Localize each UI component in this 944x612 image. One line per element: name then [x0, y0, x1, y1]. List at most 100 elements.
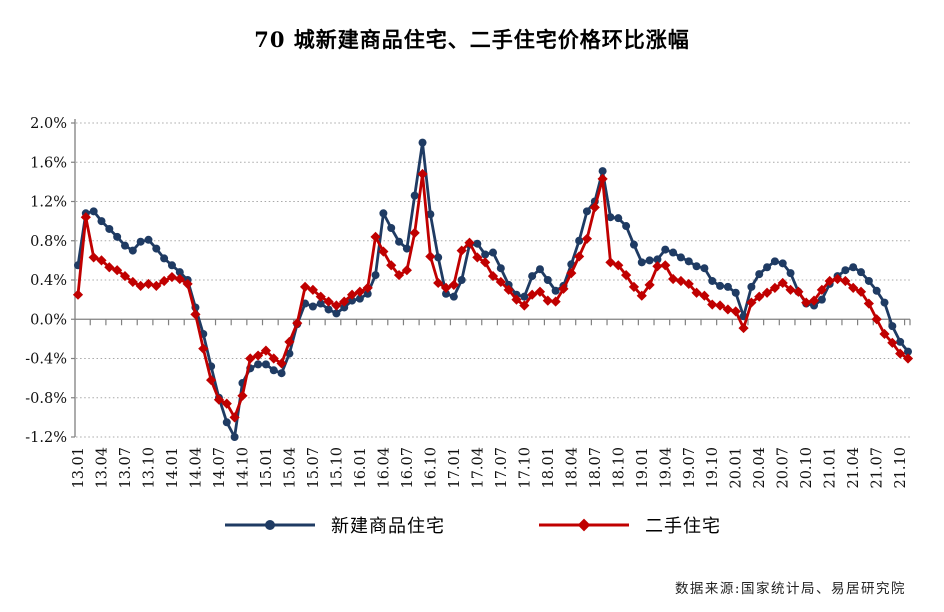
series-marker-second-hand — [613, 260, 624, 271]
series-marker-second-hand — [88, 252, 99, 263]
series-marker-new-home — [606, 213, 615, 222]
series-marker-new-home — [269, 366, 278, 375]
series-marker-new-home — [222, 418, 231, 427]
series-marker-second-hand — [495, 276, 506, 288]
series-marker-second-hand — [221, 398, 232, 409]
legend-item-new-home: 新建商品住宅 — [223, 512, 445, 538]
series-marker-new-home — [254, 360, 263, 369]
series-marker-second-hand — [652, 261, 663, 272]
series-marker-new-home — [708, 276, 717, 285]
series-marker-second-hand — [339, 296, 350, 307]
series-marker-new-home — [230, 433, 239, 441]
x-axis-label: 21.07 — [870, 447, 886, 489]
x-axis-label: 19.01 — [635, 447, 651, 489]
y-axis-label: -0.8% — [25, 391, 67, 407]
series-marker-new-home — [778, 259, 787, 268]
series-marker-new-home — [755, 270, 764, 279]
series-marker-second-hand — [895, 348, 906, 359]
series-marker-second-hand — [566, 268, 577, 279]
x-axis-label: 19.07 — [682, 447, 698, 489]
x-axis-label-group: 20.10 — [799, 447, 815, 489]
x-axis-label-group: 19.01 — [635, 447, 651, 489]
series-marker-new-home — [723, 282, 732, 291]
x-axis-label-group: 16.01 — [353, 447, 369, 489]
chart-title: 70 城新建商品住宅、二手住宅价格环比涨幅 — [254, 27, 690, 52]
series-marker-second-hand — [198, 343, 209, 354]
x-axis-label-group: 19.10 — [705, 447, 721, 489]
x-axis-label-group: 14.10 — [235, 447, 251, 489]
series-marker-second-hand — [902, 353, 914, 364]
series-marker-new-home — [700, 264, 709, 273]
series-marker-new-home — [152, 244, 161, 253]
series-marker-second-hand — [448, 279, 459, 290]
x-axis-label: 21.10 — [893, 447, 909, 489]
series-marker-new-home — [355, 294, 364, 303]
series-marker-new-home — [410, 191, 419, 200]
series-marker-second-hand — [307, 284, 318, 295]
series-marker-second-hand — [777, 277, 788, 289]
series-marker-new-home — [817, 295, 826, 304]
series-marker-second-hand — [331, 300, 342, 311]
y-axis-label: 1.2% — [30, 195, 67, 211]
series-marker-second-hand — [761, 287, 773, 298]
series-marker-new-home — [747, 282, 756, 291]
x-axis-label-group: 17.04 — [470, 447, 486, 489]
x-axis-label-group: 21.04 — [846, 447, 862, 489]
x-axis-label-group: 20.07 — [776, 447, 792, 489]
legend-label-second-hand: 二手住宅 — [645, 516, 721, 537]
x-axis-label: 16.10 — [423, 447, 439, 489]
series-marker-new-home — [864, 276, 873, 285]
x-axis-label: 14.10 — [235, 447, 251, 489]
series-line-new-home — [76, 141, 910, 439]
x-axis-label: 13.10 — [141, 447, 157, 489]
x-axis-label-group: 15.04 — [282, 447, 298, 489]
series-marker-second-hand — [354, 286, 365, 297]
series-marker-second-hand — [166, 271, 178, 283]
second-hand-line-marker-icon — [539, 518, 629, 532]
x-axis-label: 20.07 — [776, 447, 792, 489]
x-axis-label-group: 17.07 — [494, 447, 510, 489]
series-marker-new-home — [645, 256, 654, 265]
x-axis-label: 16.01 — [353, 447, 369, 489]
series-marker-second-hand — [440, 282, 452, 293]
legend: 新建商品住宅 二手住宅 — [0, 512, 944, 538]
series-marker-second-hand — [464, 237, 475, 248]
y-axis-label: 2.0% — [30, 116, 67, 132]
series-marker-new-home — [128, 246, 137, 255]
series-marker-new-home — [629, 240, 638, 249]
y-axis-label: 0.8% — [30, 234, 67, 250]
series-marker-second-hand — [276, 358, 287, 369]
series-marker-second-hand — [362, 282, 373, 293]
series-marker-second-hand — [801, 297, 812, 308]
series-marker-second-hand — [503, 284, 514, 295]
series-marker-new-home — [880, 298, 889, 307]
x-axis-label-group: 21.01 — [823, 447, 839, 489]
series-marker-new-home — [528, 272, 537, 281]
x-axis-label: 16.04 — [376, 447, 392, 489]
series-marker-new-home — [535, 265, 544, 274]
x-axis-label: 18.01 — [541, 447, 557, 489]
series-marker-new-home — [332, 309, 341, 318]
series-marker-new-home — [763, 263, 772, 272]
x-axis-label-group: 18.07 — [588, 447, 604, 489]
series-marker-new-home — [520, 292, 529, 301]
series-marker-new-home — [692, 262, 701, 271]
series-marker-new-home — [543, 276, 552, 284]
series-marker-new-home — [316, 299, 325, 308]
legend-item-second-hand: 二手住宅 — [537, 512, 721, 538]
series-marker-second-hand — [80, 212, 91, 223]
series-marker-second-hand — [370, 231, 381, 242]
series-marker-second-hand — [260, 345, 272, 356]
x-axis-label-group: 15.01 — [259, 447, 275, 489]
x-axis-label-group: 16.04 — [376, 447, 392, 489]
x-axis-label: 17.07 — [494, 447, 510, 489]
series-marker-second-hand — [182, 278, 193, 290]
x-axis-label-group: 14.01 — [165, 447, 181, 489]
series-marker-second-hand — [386, 260, 397, 271]
x-axis-label: 18.10 — [611, 447, 627, 489]
series-marker-new-home — [551, 286, 560, 295]
x-axis-label: 18.04 — [564, 447, 580, 489]
series-marker-second-hand — [808, 295, 820, 306]
x-axis-label: 19.04 — [658, 447, 674, 489]
series-marker-new-home — [598, 167, 607, 176]
